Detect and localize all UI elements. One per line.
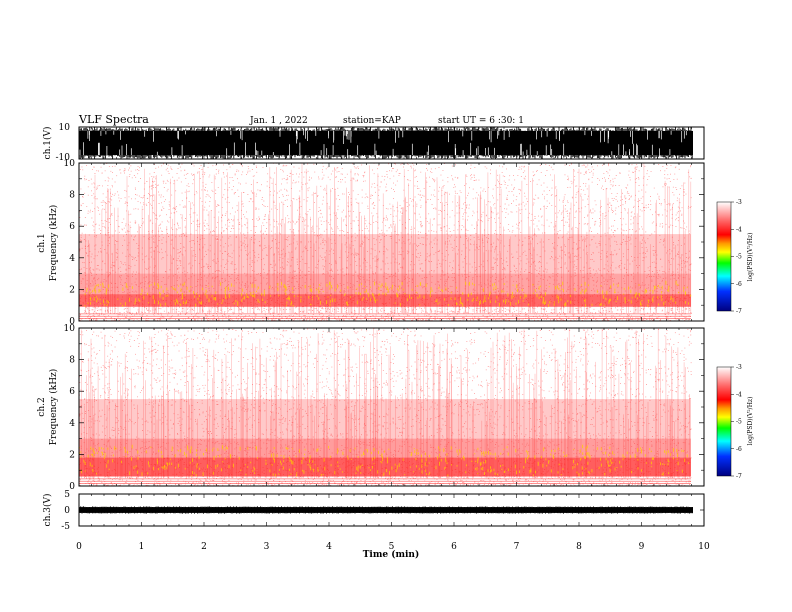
colorbar-tick-label: -4: [736, 391, 742, 398]
colorbar-tick-label: -6: [736, 446, 742, 453]
waveform-ch3-panel: 5 0 -5 ch.3(V) 0 1 2 3 4 5 6 7 8 9 10 Time (min): [42, 490, 710, 560]
colorbar-tick-label: -6: [736, 281, 742, 288]
ch1-spec-ylabel-2: Frequency (kHz): [48, 205, 59, 282]
x-tick-label: 1: [139, 542, 145, 552]
spectrogram-ch1-image: [79, 162, 692, 322]
freq-tick-label: 8: [69, 191, 75, 201]
ch1-ytick-top: 10: [59, 123, 71, 133]
figure-title: VLF Spectra: [78, 113, 149, 126]
ch3-ytick-bottom: -5: [61, 522, 70, 532]
spectral-band: [79, 438, 691, 458]
freq-tick-label: 8: [69, 356, 75, 366]
colorbar-tick-label: -3: [736, 364, 742, 371]
x-tick-marks: [78, 127, 705, 526]
x-tick-label: 10: [698, 542, 710, 552]
colorbar-ch1: -3 -4 -5 -6 -7 log(PSD)(V²/Hz): [716, 199, 754, 315]
ch3-waveform-line: [79, 507, 693, 513]
ch2-spec-ylabel-1: ch.2: [37, 397, 47, 416]
x-tick-label: 9: [639, 542, 645, 552]
freq-tick-label: 2: [69, 450, 75, 460]
freq-tick-label: 10: [64, 159, 76, 169]
ch2-spec-ylabel-2: Frequency (kHz): [48, 369, 59, 446]
freq-tick-label: 4: [69, 254, 75, 264]
x-axis-label: Time (min): [363, 549, 420, 560]
colorbar-ch1-scale: [716, 201, 732, 312]
ch1-ytick-bottom: -10: [56, 153, 71, 163]
spectral-band: [79, 294, 691, 307]
x-tick-label: 3: [264, 542, 270, 552]
colorbar-ch1-label: log(PSD)(V²/Hz): [747, 233, 754, 282]
spectral-band: [79, 273, 691, 295]
spectral-band: [79, 399, 691, 439]
x-tick-label: 5: [389, 542, 395, 552]
colorbar-tick-label: -5: [736, 254, 742, 261]
spectrogram-ch1-panel: 0 2 4 6 8 10 ch.1 Frequency (kHz): [37, 159, 705, 327]
freq-tick-label: 0: [69, 317, 75, 327]
freq-tick-label: 2: [69, 285, 75, 295]
start-time-label: start UT = 6 :30: 1: [438, 116, 524, 126]
ch1-waveform-ylabel: ch.1(V): [42, 127, 53, 160]
colorbar-tick-label: -7: [736, 308, 742, 315]
colorbar-ch2-label: log(PSD)(V²/Hz): [747, 397, 754, 446]
colorbar-ch2-scale: [716, 366, 732, 477]
colorbar-tick-label: -7: [736, 473, 742, 480]
freq-tick-label: 6: [69, 222, 75, 232]
x-tick-label: 2: [201, 542, 207, 552]
date-label: Jan. 1 , 2022: [249, 116, 308, 126]
freq-tick-label: 4: [69, 419, 75, 429]
freq-tick-label: 0: [69, 482, 75, 492]
ch3-ytick-mid: 0: [64, 506, 70, 516]
ch3-waveform-ylabel: ch.3(V): [42, 494, 53, 527]
ch1-spec-ylabel-1: ch.1: [37, 233, 47, 252]
freq-tick-label: 10: [64, 324, 76, 334]
x-tick-label: 8: [576, 542, 582, 552]
x-tick-label: 0: [76, 542, 82, 552]
colorbar-ch2: -3 -4 -5 -6 -7 log(PSD)(V²/Hz): [716, 364, 754, 480]
spectral-band: [79, 234, 691, 274]
freq-tick-label: 6: [69, 387, 75, 397]
x-tick-label: 6: [451, 542, 457, 552]
spectrogram-ch2-panel: 0 2 4 6 8 10 ch.2 Frequency (kHz): [37, 324, 705, 492]
spectrogram-ch2-image: [78, 327, 692, 487]
waveform-ch3-trace: [78, 493, 704, 527]
x-tick-label: 7: [514, 542, 520, 552]
colorbar-tick-label: -3: [736, 199, 742, 206]
colorbar-tick-label: -4: [736, 226, 742, 233]
x-tick-label: 4: [326, 542, 332, 552]
waveform-ch1-trace: [78, 127, 693, 159]
ch3-ytick-top: 5: [64, 490, 70, 500]
colorbar-tick-label: -5: [736, 419, 742, 426]
station-label: station=KAP: [343, 116, 401, 126]
